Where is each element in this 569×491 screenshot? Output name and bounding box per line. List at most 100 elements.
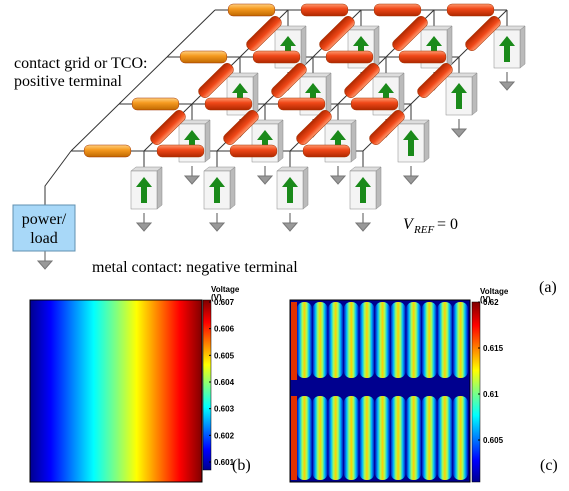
power-label: load xyxy=(30,230,58,247)
resistor xyxy=(303,145,350,157)
colorbar-tick-label: 0.615 xyxy=(483,344,504,353)
resistor xyxy=(228,4,275,16)
cell-side xyxy=(278,120,283,162)
colorbar xyxy=(472,302,480,482)
contact-label: metal contact: negative terminal xyxy=(92,259,298,276)
resistor-body xyxy=(205,98,252,110)
panel-label: (b) xyxy=(232,457,251,474)
heatmap-edge xyxy=(291,302,297,380)
ground xyxy=(356,223,370,231)
cell-top xyxy=(131,167,162,171)
resistor-body xyxy=(399,51,446,63)
ground xyxy=(283,223,297,231)
wire xyxy=(71,104,119,151)
heatmap-cell xyxy=(344,396,359,480)
ground xyxy=(500,82,514,90)
cell-side xyxy=(351,120,356,162)
resistor xyxy=(447,4,494,16)
power-label: power/ xyxy=(22,211,67,228)
resistor xyxy=(132,98,179,110)
cell-side xyxy=(253,73,258,115)
heatmap-cell xyxy=(375,396,390,480)
heatmap-cell xyxy=(359,396,374,480)
resistor xyxy=(374,4,421,16)
cell-side xyxy=(303,167,308,209)
vref-subscript: REF xyxy=(413,224,434,236)
resistor-body xyxy=(228,4,275,16)
resistor xyxy=(351,98,398,110)
cell-top xyxy=(277,167,308,171)
colorbar-tick-label: 0.605 xyxy=(214,351,235,360)
heatmap-cell xyxy=(406,302,421,378)
heatmap-cell xyxy=(359,302,374,378)
resistor-body xyxy=(180,51,227,63)
heatmap-cell xyxy=(437,396,452,480)
resistor xyxy=(278,98,325,110)
colorbar-tick-label: 0.607 xyxy=(214,298,235,307)
resistor-body xyxy=(253,51,300,63)
resistor xyxy=(301,4,348,16)
colorbar-tick-label: 0.603 xyxy=(214,405,235,414)
resistor xyxy=(157,145,204,157)
wire xyxy=(45,151,71,205)
heatmap-cell xyxy=(328,302,343,378)
heatmap-cell xyxy=(391,396,406,480)
resistor-body xyxy=(230,145,277,157)
grid-label: positive terminal xyxy=(14,73,123,90)
ground xyxy=(38,261,52,269)
heatmap-cell xyxy=(297,302,312,378)
heatmap-cell xyxy=(313,302,328,378)
cell-side xyxy=(399,73,404,115)
cell-side xyxy=(472,73,477,115)
cell-side xyxy=(326,73,331,115)
resistor xyxy=(230,145,277,157)
vref-value: = 0 xyxy=(437,216,458,233)
cell-side xyxy=(301,26,306,68)
ground xyxy=(185,176,199,184)
heatmap-edge xyxy=(291,396,297,480)
resistor xyxy=(205,98,252,110)
resistor xyxy=(326,51,373,63)
resistor-body xyxy=(374,4,421,16)
figure: contact grid or TCO: positive terminal m… xyxy=(0,0,569,491)
heatmap xyxy=(30,300,202,482)
grid-label: contact grid or TCO: xyxy=(14,55,147,72)
heatmap-cell xyxy=(422,396,437,480)
colorbar-tick-label: 0.61 xyxy=(483,390,499,399)
colorbar-tick-label: 0.602 xyxy=(214,431,235,440)
cell-side xyxy=(424,120,429,162)
heatmap-cell xyxy=(437,302,452,378)
resistor-body xyxy=(326,51,373,63)
cell-top xyxy=(204,167,235,171)
resistor xyxy=(253,51,300,63)
wire xyxy=(167,10,215,57)
resistor xyxy=(84,145,131,157)
resistor xyxy=(399,51,446,63)
ground xyxy=(137,223,151,231)
cell-side xyxy=(230,167,235,209)
cell-side xyxy=(447,26,452,68)
colorbar-tick-label: 0.606 xyxy=(214,325,235,334)
colorbar-tick-label: 0.62 xyxy=(483,298,499,307)
cell-side xyxy=(157,167,162,209)
resistor-body xyxy=(84,145,131,157)
heatmap-cell xyxy=(297,396,312,480)
heatmap xyxy=(290,300,470,482)
resistor-body xyxy=(301,4,348,16)
heatmap-cell xyxy=(453,396,468,480)
cell-top xyxy=(350,167,381,171)
resistor xyxy=(180,51,227,63)
heatmap-cell xyxy=(422,302,437,378)
heatmap-cell xyxy=(313,396,328,480)
panel-label: (c) xyxy=(540,457,558,474)
resistor-body xyxy=(278,98,325,110)
cell-side xyxy=(374,26,379,68)
ground xyxy=(404,176,418,184)
resistor-body xyxy=(157,145,204,157)
heatmap-cell xyxy=(328,396,343,480)
panel-label: (a) xyxy=(539,279,557,296)
heatmap-cell xyxy=(375,302,390,378)
ground xyxy=(210,223,224,231)
resistor-body xyxy=(303,145,350,157)
cell-side xyxy=(520,26,525,68)
